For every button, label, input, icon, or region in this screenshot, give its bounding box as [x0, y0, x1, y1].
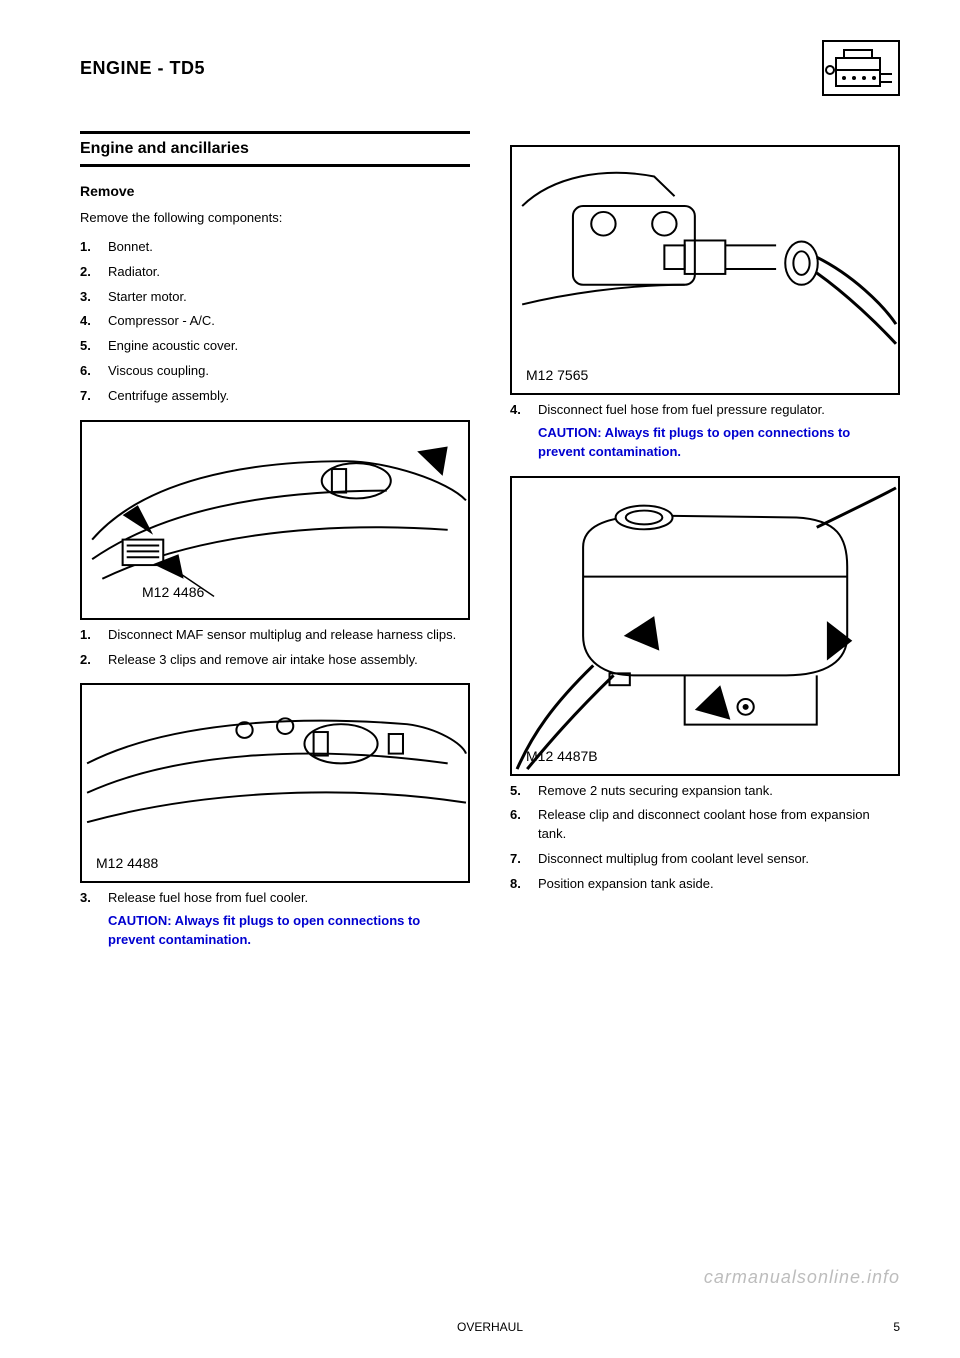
initial-component-list: Bonnet. Radiator. Starter motor. Compres…: [80, 238, 470, 406]
caution-text: CAUTION: Always fit plugs to open connec…: [538, 424, 900, 462]
figure-m12-4488: M12 4488: [80, 683, 470, 883]
list-item: Disconnect multiplug from coolant level …: [510, 850, 900, 869]
figure-label: M12 4486: [142, 584, 204, 600]
section-heading-box: Engine and ancillaries: [80, 131, 470, 167]
list-item: Compressor - A/C.: [80, 312, 470, 331]
footer-page-number: 5: [893, 1320, 900, 1334]
figure-m12-4487b: M12 4487B: [510, 476, 900, 776]
list-item: Centrifuge assembly.: [80, 387, 470, 406]
page: ENGINE - TD5 Engine and ancillaries: [0, 0, 960, 1358]
numbered-steps-3: Release fuel hose from fuel cooler. CAUT…: [80, 889, 470, 950]
list-item: Release clip and disconnect coolant hose…: [510, 806, 900, 844]
figure-label: M12 7565: [526, 367, 588, 383]
numbered-steps-4: Disconnect fuel hose from fuel pressure …: [510, 401, 900, 462]
list-item: Bonnet.: [80, 238, 470, 257]
list-item: Viscous coupling.: [80, 362, 470, 381]
list-item: Starter motor.: [80, 288, 470, 307]
figure-m12-7565: M12 7565: [510, 145, 900, 395]
content-columns: Engine and ancillaries Remove Remove the…: [80, 131, 900, 956]
step-text: Release fuel hose from fuel cooler.: [108, 890, 308, 905]
remove-heading: Remove: [80, 183, 470, 199]
list-item: Radiator.: [80, 263, 470, 282]
list-item: Position expansion tank aside.: [510, 875, 900, 894]
list-item: Disconnect fuel hose from fuel pressure …: [510, 401, 900, 462]
page-footer: OVERHAUL 5: [80, 1320, 900, 1334]
numbered-steps-5-8: Remove 2 nuts securing expansion tank. R…: [510, 782, 900, 894]
numbered-steps-1-2: Disconnect MAF sensor multiplug and rele…: [80, 626, 470, 670]
list-item: Release fuel hose from fuel cooler. CAUT…: [80, 889, 470, 950]
section-title: Engine and ancillaries: [80, 140, 470, 158]
list-item: Release 3 clips and remove air intake ho…: [80, 651, 470, 670]
page-header: ENGINE - TD5: [80, 40, 900, 101]
remove-lead: Remove the following components:: [80, 209, 470, 228]
left-column: Engine and ancillaries Remove Remove the…: [80, 131, 470, 956]
right-column: M12 7565 Disconnect fuel hose from fuel …: [510, 131, 900, 956]
caution-text: CAUTION: Always fit plugs to open connec…: [108, 912, 470, 950]
figure-label: M12 4487B: [526, 748, 598, 764]
list-item: Engine acoustic cover.: [80, 337, 470, 356]
footer-center: OVERHAUL: [457, 1320, 523, 1334]
page-title: ENGINE - TD5: [80, 58, 205, 79]
figure-m12-4486: M12 4486: [80, 420, 470, 620]
figure-label: M12 4488: [96, 855, 158, 871]
watermark: carmanualsonline.info: [704, 1267, 900, 1288]
list-item: Disconnect MAF sensor multiplug and rele…: [80, 626, 470, 645]
step-text: Disconnect fuel hose from fuel pressure …: [538, 402, 825, 417]
engine-icon: [822, 40, 900, 101]
list-item: Remove 2 nuts securing expansion tank.: [510, 782, 900, 801]
